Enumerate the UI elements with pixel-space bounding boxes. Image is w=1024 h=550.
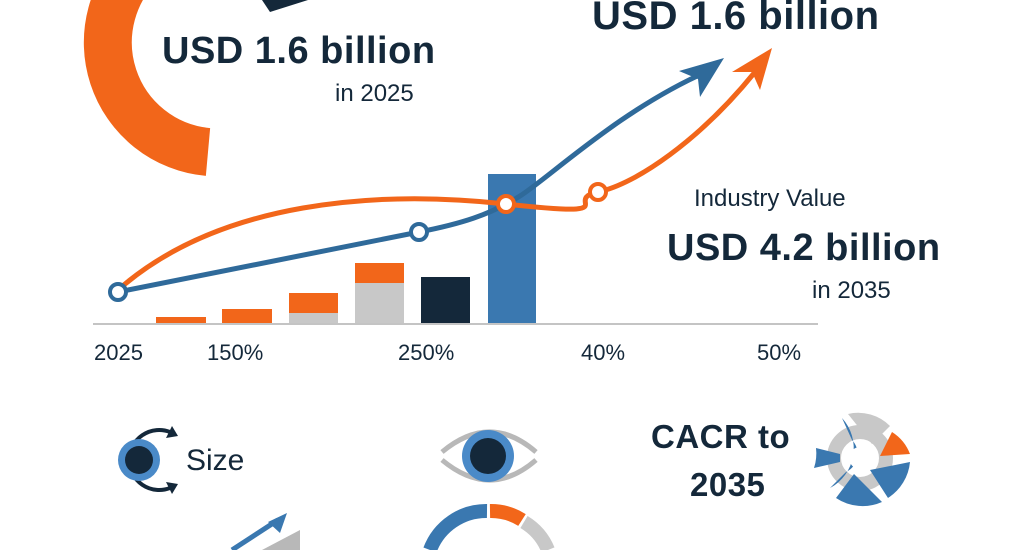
industry-value-label: Industry Value: [694, 185, 846, 212]
industry-value-sub: in 2035: [812, 277, 891, 304]
blue-trend-line: [115, 69, 709, 295]
x-tick-label: 2025: [94, 340, 143, 365]
bar-4-orange: [355, 263, 404, 283]
orange-trend-line: [115, 69, 758, 293]
x-tick-label: 250%: [398, 340, 455, 365]
cagr-radial-icon: [814, 412, 910, 507]
bar-2-orange: [222, 309, 272, 323]
left-sub: in 2025: [335, 80, 414, 107]
cagr-label-line2: 2035: [690, 466, 766, 503]
x-tick-label: 50%: [757, 340, 802, 365]
x-tick-label: 40%: [581, 340, 626, 365]
size-icon: [118, 426, 178, 494]
right-value: USD 1.6 billion: [592, 0, 880, 38]
growth-arrow-icon: [230, 513, 300, 550]
industry-value: USD 4.2 billion: [667, 227, 941, 269]
marker-blue-1: [108, 282, 128, 302]
marker-orange-1: [496, 194, 516, 214]
left-value: USD 1.6 billion: [162, 30, 436, 72]
marker-orange-2: [588, 182, 608, 202]
donut-partial-icon: [423, 503, 555, 550]
bar-3-orange: [289, 293, 338, 313]
orange-arrowhead: [732, 48, 772, 90]
cagr-label-line1: CACR to: [651, 418, 791, 455]
bar-4-gray: [355, 283, 404, 323]
bar-3-gray: [289, 313, 338, 323]
blue-arrowhead: [679, 58, 724, 97]
x-tick-label: 150%: [207, 340, 264, 365]
bar-5-navy: [421, 277, 470, 323]
marker-blue-2: [409, 222, 429, 242]
size-label: Size: [186, 444, 245, 477]
bar-1-orange: [156, 317, 206, 323]
eye-icon: [440, 429, 538, 483]
